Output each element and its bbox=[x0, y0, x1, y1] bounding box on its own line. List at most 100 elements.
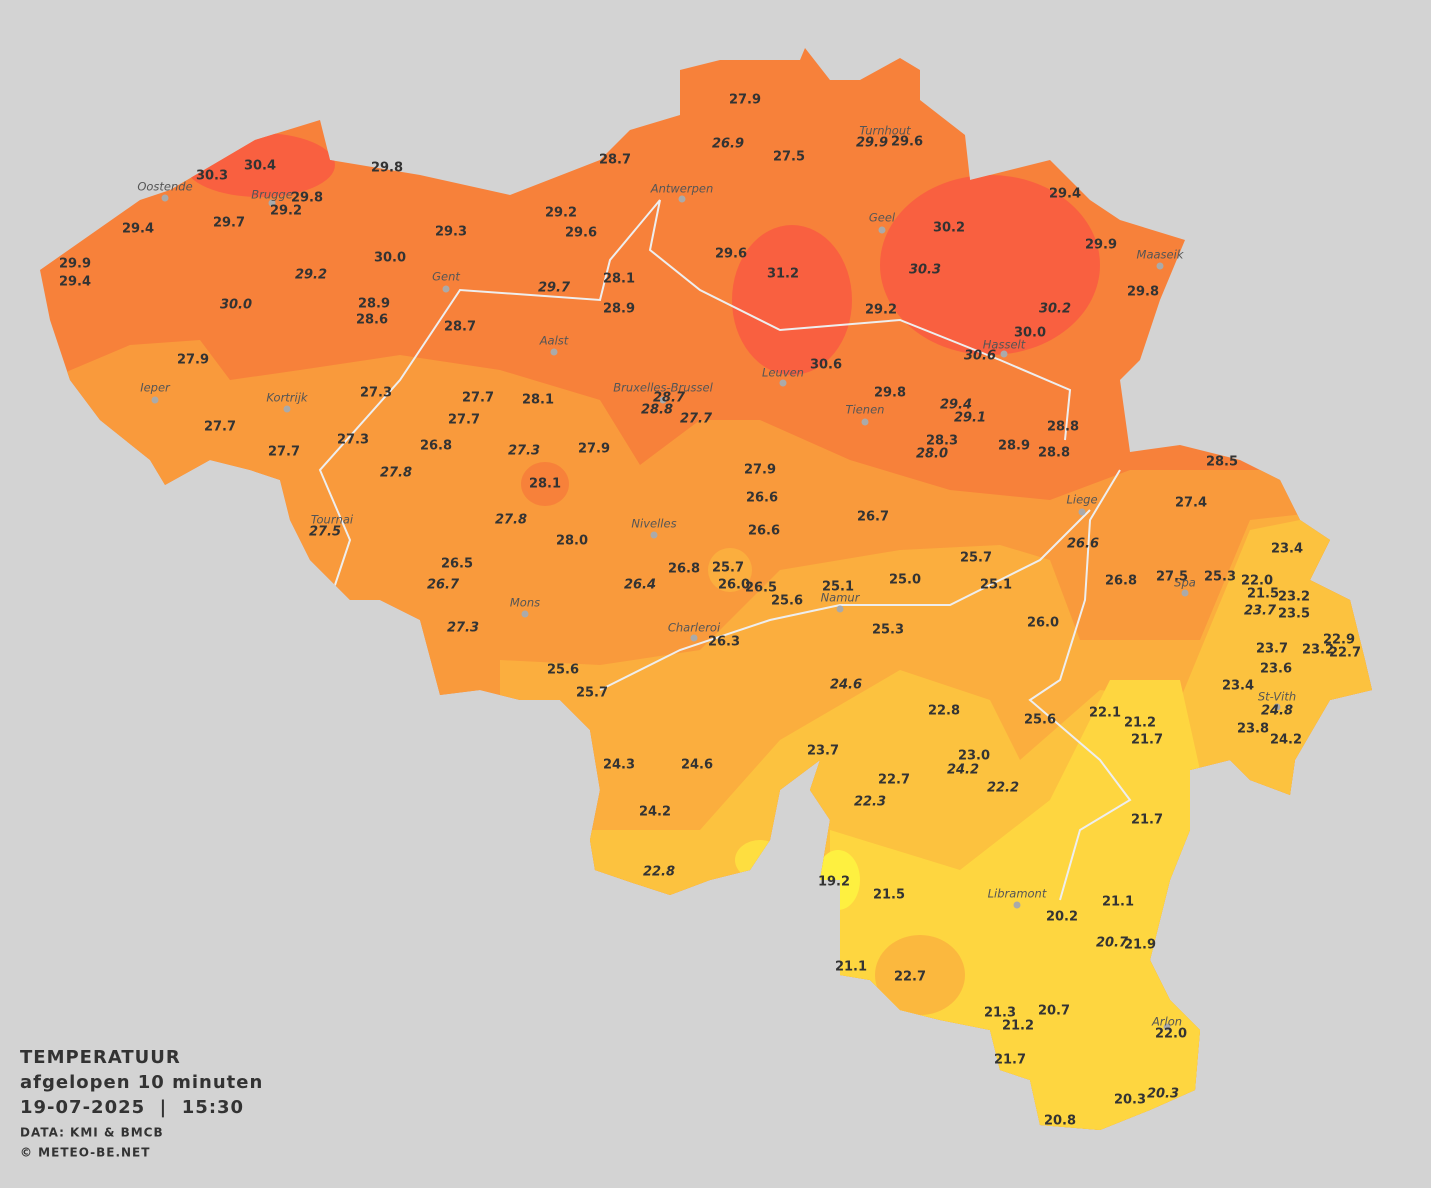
temperature-estimate: 30.2 bbox=[1039, 302, 1071, 317]
city-dot bbox=[878, 226, 886, 234]
labels: Oostende Brugge Antwerpen Turnhout Geel Maase… bbox=[59, 93, 1361, 1129]
city-dot bbox=[151, 396, 159, 404]
city-dot bbox=[659, 396, 667, 404]
temperature: 24.2 bbox=[1270, 733, 1302, 748]
temperature: 26.6 bbox=[748, 524, 780, 539]
temperature: 29.4 bbox=[1049, 187, 1081, 202]
temperature: 30.0 bbox=[374, 251, 406, 266]
temperature: 23.8 bbox=[1237, 722, 1269, 737]
temperature: 27.5 bbox=[1156, 570, 1188, 585]
temperature-estimate: 24.6 bbox=[830, 678, 862, 693]
temperature: 25.7 bbox=[960, 551, 992, 566]
city-dot bbox=[836, 605, 844, 613]
temperature: 24.6 bbox=[681, 758, 713, 773]
city-dot bbox=[779, 379, 787, 387]
temperature-estimate: 27.3 bbox=[447, 621, 479, 636]
temperature: 25.6 bbox=[771, 594, 803, 609]
temperature-estimate: 20.3 bbox=[1147, 1087, 1179, 1102]
temperature: 20.8 bbox=[1044, 1114, 1076, 1129]
temperature: 23.4 bbox=[1222, 679, 1254, 694]
temperature: 28.1 bbox=[603, 272, 635, 287]
temperature: 23.4 bbox=[1271, 542, 1303, 557]
temperature: 23.0 bbox=[958, 749, 990, 764]
temperature: 28.8 bbox=[1038, 446, 1070, 461]
temperature: 29.6 bbox=[891, 135, 923, 150]
temperature: 27.7 bbox=[448, 413, 480, 428]
city-label: Gent bbox=[432, 270, 460, 284]
city-label: Antwerpen bbox=[650, 182, 714, 196]
city-label: Aalst bbox=[539, 334, 569, 348]
title: TEMPERATUUR bbox=[20, 1047, 181, 1068]
temperature: 30.0 bbox=[1014, 326, 1046, 341]
temperature-estimate: 30.3 bbox=[909, 263, 941, 278]
city-dot bbox=[283, 405, 291, 413]
city-dot bbox=[1273, 703, 1281, 711]
city-dot bbox=[550, 348, 558, 356]
temperature: 19.2 bbox=[818, 875, 850, 890]
temperature: 28.1 bbox=[529, 477, 561, 492]
temperature: 21.5 bbox=[873, 888, 905, 903]
temperature: 28.9 bbox=[998, 439, 1030, 454]
temperature: 21.1 bbox=[835, 960, 867, 975]
copyright: © METEO-BE.NET bbox=[20, 1146, 150, 1160]
temperature-estimate: 26.4 bbox=[624, 578, 656, 593]
city-label: Liege bbox=[1066, 493, 1097, 507]
temperature-estimate: 28.8 bbox=[641, 403, 673, 418]
temperature: 29.9 bbox=[59, 257, 91, 272]
temperature: 29.4 bbox=[59, 275, 91, 290]
temperature: 25.3 bbox=[1204, 570, 1236, 585]
city-label: Tienen bbox=[846, 403, 885, 417]
temperature: 28.0 bbox=[556, 534, 588, 549]
temperature: 29.6 bbox=[715, 247, 747, 262]
temperature: 26.0 bbox=[718, 578, 750, 593]
city-dot bbox=[690, 634, 698, 642]
temperature: 22.7 bbox=[894, 970, 926, 985]
temperature: 26.3 bbox=[708, 635, 740, 650]
temperature: 27.7 bbox=[268, 445, 300, 460]
temperature: 20.7 bbox=[1038, 1004, 1070, 1019]
city-dot bbox=[678, 195, 686, 203]
temperature: 28.1 bbox=[522, 393, 554, 408]
city-label: Libramont bbox=[988, 887, 1047, 901]
temperature: 29.6 bbox=[565, 226, 597, 241]
temperature: 25.7 bbox=[576, 686, 608, 701]
temperature-estimate: 20.7 bbox=[1096, 936, 1129, 951]
temperature: 22.0 bbox=[1155, 1027, 1187, 1042]
city-label: Tournai bbox=[311, 513, 354, 527]
temperature-estimate: 28.0 bbox=[916, 447, 948, 462]
temperature: 27.3 bbox=[337, 433, 369, 448]
temperature: 25.6 bbox=[547, 663, 579, 678]
temperature-estimate: 27.5 bbox=[309, 525, 341, 540]
temperature: 21.2 bbox=[1002, 1019, 1034, 1034]
temperature: 27.3 bbox=[360, 386, 392, 401]
temperature: 23.2 bbox=[1278, 590, 1310, 605]
temperature: 27.4 bbox=[1175, 496, 1207, 511]
source: DATA: KMI & BMCB bbox=[20, 1126, 164, 1140]
temperature-estimate: 30.6 bbox=[964, 349, 996, 364]
city-label: Brugge bbox=[251, 188, 293, 202]
city-dot bbox=[1000, 350, 1008, 358]
temperature: 21.2 bbox=[1124, 716, 1156, 731]
temperature: 20.2 bbox=[1046, 910, 1078, 925]
temperature: 26.7 bbox=[857, 510, 889, 525]
temperature: 30.4 bbox=[244, 159, 276, 174]
temperature: 22.1 bbox=[1089, 706, 1121, 721]
temperature: 25.3 bbox=[872, 623, 904, 638]
temperature-estimate: 26.7 bbox=[427, 578, 460, 593]
city-label: Mons bbox=[510, 596, 540, 610]
temperature: 23.6 bbox=[1260, 662, 1292, 677]
temperature: 25.6 bbox=[1024, 713, 1056, 728]
temperature: 27.7 bbox=[462, 391, 494, 406]
temperature: 25.1 bbox=[980, 578, 1012, 593]
temperature: 31.2 bbox=[767, 267, 799, 282]
legend: TEMPERATUUR afgelopen 10 minuten 19-07-2… bbox=[20, 1047, 262, 1160]
temperature: 25.0 bbox=[889, 573, 921, 588]
temperature: 28.7 bbox=[444, 320, 476, 335]
temperature-estimate: 26.6 bbox=[1067, 537, 1099, 552]
city-dot bbox=[1078, 508, 1086, 516]
temperature: 22.9 bbox=[1323, 633, 1355, 648]
temperature: 28.3 bbox=[926, 434, 958, 449]
temperature-estimate: 29.2 bbox=[295, 268, 327, 283]
temperature-estimate: 27.8 bbox=[380, 466, 412, 481]
temperature: 23.5 bbox=[1278, 607, 1310, 622]
